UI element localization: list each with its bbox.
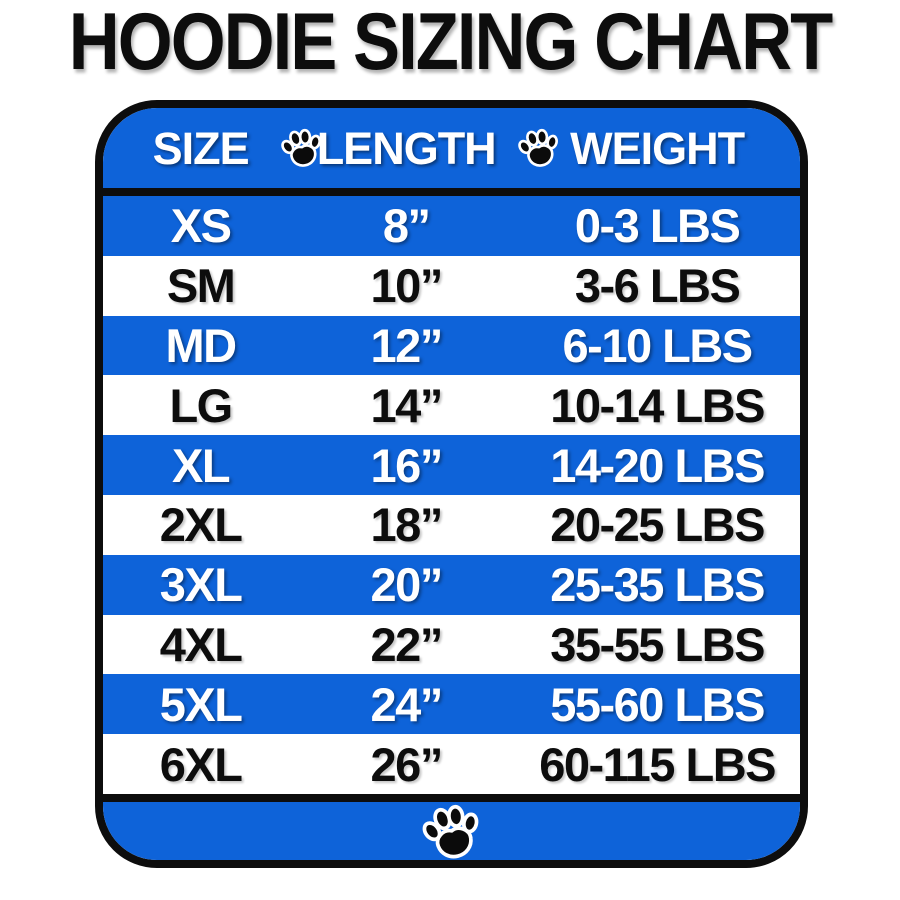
size-cell: SM <box>166 259 236 313</box>
weight-cell: 20-25 LBS <box>550 498 765 552</box>
length-cell: 18” <box>370 498 444 552</box>
length-cell: 10” <box>370 259 444 313</box>
page-title-text: HOODIE SIZING CHART <box>68 0 833 88</box>
length-cell: 24” <box>370 677 444 731</box>
size-cell: 3XL <box>159 558 243 612</box>
header-size: SIZE <box>152 122 250 174</box>
table-row: LG 14” 10-14 LBS <box>103 375 800 436</box>
length-cell: 20” <box>370 558 444 612</box>
paw-icon <box>415 798 488 860</box>
length-cell: 22” <box>370 617 444 671</box>
page-title: HOODIE SIZING CHART <box>0 2 900 83</box>
weight-cell: 0-3 LBS <box>574 199 741 253</box>
size-cell: XL <box>172 438 231 492</box>
table-body: XS 8” 0-3 LBS SM 10” 3-6 LBS MD 12” 6-10… <box>103 196 800 794</box>
header-divider <box>103 188 800 196</box>
size-cell: LG <box>169 378 233 432</box>
size-cell: 5XL <box>159 677 243 731</box>
weight-cell: 14-20 LBS <box>550 438 765 492</box>
card-footer <box>103 798 800 860</box>
header-length: LENGTH <box>316 122 497 174</box>
size-cell: XS <box>170 199 232 253</box>
length-cell: 8” <box>382 199 431 253</box>
table-row: 2XL 18” 20-25 LBS <box>103 494 800 555</box>
weight-cell: 60-115 LBS <box>539 737 776 791</box>
table-row: XS 8” 0-3 LBS <box>103 196 800 256</box>
table-row: 6XL 26” 60-115 LBS <box>103 734 800 794</box>
size-cell: 6XL <box>159 737 243 791</box>
paw-icon <box>276 124 327 171</box>
weight-cell: 3-6 LBS <box>574 259 741 313</box>
length-cell: 12” <box>370 318 444 372</box>
weight-cell: 35-55 LBS <box>550 617 765 671</box>
weight-cell: 6-10 LBS <box>562 318 754 372</box>
table-row: SM 10” 3-6 LBS <box>103 255 800 316</box>
paw-icon <box>513 124 564 171</box>
weight-cell: 55-60 LBS <box>550 677 765 731</box>
size-cell: 2XL <box>159 498 243 552</box>
table-row: MD 12” 6-10 LBS <box>103 315 800 376</box>
table-header: SIZE LENGTH WEIGHT <box>103 108 800 188</box>
table-row: 5XL 24” 55-60 LBS <box>103 674 800 735</box>
header-weight: WEIGHT <box>570 122 745 174</box>
table-row: 4XL 22” 35-55 LBS <box>103 614 800 675</box>
size-cell: 4XL <box>159 617 243 671</box>
table-row: XL 16” 14-20 LBS <box>103 435 800 495</box>
sizing-chart-card: SIZE LENGTH WEIGHT XS 8” 0-3 LBS SM 10” … <box>95 100 808 868</box>
length-cell: 16” <box>370 438 444 492</box>
weight-cell: 10-14 LBS <box>550 378 765 432</box>
length-cell: 14” <box>370 378 444 432</box>
weight-cell: 25-35 LBS <box>550 558 765 612</box>
footer-divider <box>103 794 800 802</box>
length-cell: 26” <box>370 737 444 791</box>
size-cell: MD <box>165 318 238 372</box>
table-row: 3XL 20” 25-35 LBS <box>103 554 800 615</box>
